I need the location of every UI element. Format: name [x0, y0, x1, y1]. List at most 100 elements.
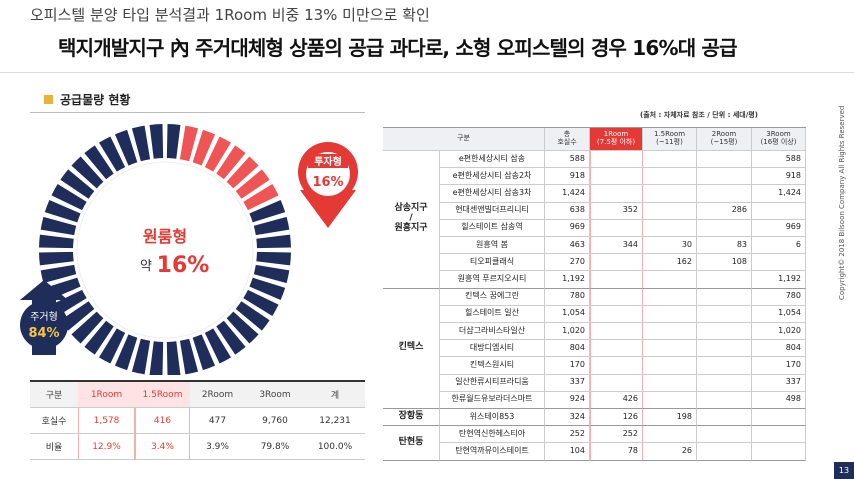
- name-cell: 힐스테이트 일산: [440, 305, 545, 323]
- ring-segment: [253, 216, 290, 236]
- ring-segment: [192, 334, 216, 371]
- group-name: /: [409, 213, 413, 224]
- cell: 498: [752, 391, 806, 409]
- header-text: 총: [563, 130, 571, 139]
- cell: 969: [545, 219, 590, 237]
- cell: 352: [590, 202, 643, 220]
- cell: 6: [752, 237, 806, 255]
- ring-segment: [84, 145, 114, 180]
- group-name: 원흥지구: [394, 223, 428, 234]
- cell: [590, 271, 643, 289]
- header-cell: 1.5Room: [135, 382, 190, 408]
- header-text: (7.5평 이하): [596, 138, 636, 146]
- header-cell: 2Room (~15평): [697, 128, 752, 151]
- cell: [697, 443, 752, 461]
- cell: [590, 168, 643, 186]
- cell: 780: [545, 288, 590, 306]
- cell: 30: [643, 237, 697, 255]
- ring-segment: [84, 320, 114, 355]
- cell: [590, 374, 643, 392]
- ring-segment: [60, 169, 95, 199]
- cell: 126: [590, 409, 643, 427]
- center-label: 원룸형: [143, 227, 187, 246]
- cell: [643, 357, 697, 375]
- header-cell: 1.5Room (~11평): [643, 128, 697, 151]
- cell: [590, 151, 643, 169]
- group-name: 삼송지구: [394, 203, 428, 214]
- title: 택지개발지구 內 주거대체형 상품의 공급 과다로, 소형 오피스텔의 경우 1…: [58, 36, 738, 60]
- ring-segment: [226, 311, 259, 344]
- name-cell: 대방디엠시티: [440, 340, 545, 358]
- ring-segment: [204, 136, 231, 172]
- ring-segment: [253, 264, 290, 284]
- cell: [697, 271, 752, 289]
- cell: [643, 323, 697, 341]
- cell: 198: [643, 409, 697, 427]
- divider: [0, 72, 854, 73]
- cell: [643, 305, 697, 323]
- ring-segment: [60, 301, 95, 331]
- arrow-circle: [20, 301, 68, 349]
- ring-segment: [256, 234, 291, 249]
- group-cell: 장항동: [383, 409, 440, 427]
- cell: 780: [752, 288, 806, 306]
- donut-diagram: 원룸형 약 16% 투자형 16% 주거형 84%: [20, 124, 358, 375]
- ring: [39, 124, 291, 375]
- group-name: 장항동: [398, 411, 424, 422]
- cell: [590, 288, 643, 306]
- cell: 252: [590, 426, 643, 444]
- group-cell: 삼송지구 / 원흥지구: [383, 151, 440, 289]
- section-title: 공급물량 현황: [60, 93, 131, 107]
- cell: [697, 374, 752, 392]
- ring-segment: [114, 334, 138, 371]
- cell: 3.9%: [190, 434, 245, 460]
- cell: 1,424: [545, 185, 590, 203]
- cell: [643, 391, 697, 409]
- cell: [643, 288, 697, 306]
- header-cell: 3Room: [245, 382, 305, 408]
- cell: [643, 202, 697, 220]
- row-header: 비율: [30, 434, 78, 460]
- cell: 416: [135, 408, 190, 434]
- ring-segment: [166, 124, 181, 159]
- cell: 638: [545, 202, 590, 220]
- cell: [752, 409, 806, 427]
- cell: [590, 305, 643, 323]
- cell: [643, 168, 697, 186]
- ring-segment: [249, 277, 286, 301]
- group-name: 탄현동: [398, 436, 424, 447]
- cell: [643, 340, 697, 358]
- cell: 1,192: [752, 271, 806, 289]
- ring-segment: [243, 184, 279, 211]
- cell: [697, 185, 752, 203]
- cell: [697, 323, 752, 341]
- header-text: (~15평): [710, 138, 738, 146]
- invest-value: 16%: [312, 175, 343, 190]
- pin-tail: [300, 190, 356, 228]
- ring-segment: [51, 184, 87, 211]
- ring-segment: [71, 311, 104, 344]
- cell: [697, 219, 752, 237]
- ring-segment: [114, 129, 138, 166]
- cell: 804: [545, 340, 590, 358]
- header-text: 호실수: [557, 138, 577, 146]
- ring-segment: [39, 234, 74, 249]
- name-cell: e편한세상시티 삼송2차: [440, 168, 545, 186]
- ring-segment: [40, 216, 77, 236]
- ring-segment: [99, 136, 126, 172]
- residential-label: 주거형: [30, 311, 58, 323]
- header-cell: 2Room: [190, 382, 245, 408]
- cell: 270: [545, 254, 590, 272]
- name-cell: 탄현역신한헤스티아: [440, 426, 545, 444]
- name-cell: 킨텍스 꿈에그린: [440, 288, 545, 306]
- cell: 804: [752, 340, 806, 358]
- ring-segment: [149, 341, 164, 375]
- copyright: Copyright© 2018 Bilsoon Company All Righ…: [838, 105, 846, 300]
- invest-label: 투자형: [314, 155, 342, 168]
- ring-segment: [149, 124, 164, 159]
- ring-segment: [204, 328, 231, 364]
- cell: [752, 443, 806, 461]
- cell: 588: [752, 151, 806, 169]
- subtitle: 오피스텔 분양 타입 분석결과 1Room 비중 13% 미만으로 확인: [30, 6, 430, 24]
